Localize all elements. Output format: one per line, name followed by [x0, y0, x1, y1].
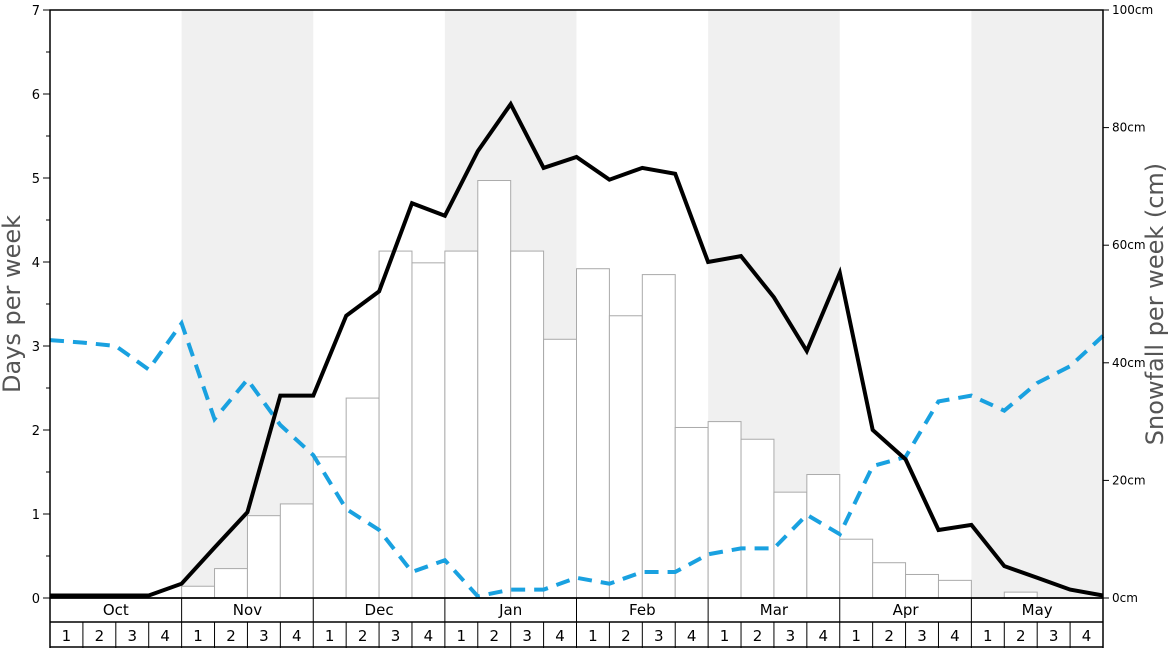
snowfall-bar: [345, 397, 380, 599]
month-label: Oct: [103, 601, 129, 619]
week-label: 3: [786, 627, 796, 645]
snowfall-bar: [1003, 591, 1038, 599]
snowfall-bar: [707, 421, 742, 599]
chart-lines: [49, 100, 1105, 599]
left-tick-label: 6: [32, 88, 40, 103]
week-label: 2: [621, 627, 631, 645]
week-label: 4: [555, 627, 565, 645]
week-label: 1: [588, 627, 598, 645]
snowfall-bar: [872, 562, 907, 599]
week-label: 3: [391, 627, 401, 645]
week-label: 4: [424, 627, 434, 645]
month-label: Apr: [893, 601, 920, 619]
snowfall-bars: [181, 180, 1038, 599]
snowfall-bar: [937, 579, 972, 599]
right-tick-label: 60cm: [1112, 238, 1146, 252]
snowfall-bar: [608, 315, 643, 599]
snow-days-line: [50, 100, 1104, 598]
month-label: Dec: [365, 601, 394, 619]
week-label: 2: [358, 627, 368, 645]
month-label: Mar: [760, 601, 789, 619]
week-label: 4: [687, 627, 697, 645]
snowfall-bar: [641, 274, 676, 599]
month-band-may: [971, 10, 1103, 598]
snowfall-bar: [214, 568, 248, 599]
month-label: Feb: [629, 601, 656, 619]
week-label: 4: [950, 627, 960, 645]
left-tick-label: 0: [32, 592, 40, 607]
snowfall-bar: [905, 573, 939, 599]
x-axis-labels: Oct 1 2 3 4 Nov 1 2 3 4 Dec 1 2 3 4 Jan 1 2 3 4 Feb 1 2 3 4 Mar 1 2…: [49, 597, 1104, 648]
week-label: 1: [325, 627, 335, 645]
snowfall-bar: [246, 515, 281, 599]
week-label: 2: [884, 627, 894, 645]
dashed-series-line: [49, 318, 1105, 599]
week-label: 3: [1049, 627, 1059, 645]
month-label: Jan: [498, 601, 522, 619]
left-tick-label: 7: [32, 4, 40, 19]
right-axis-title: Snowfall per week (cm): [1141, 163, 1168, 445]
right-tick-label: 80cm: [1112, 121, 1146, 135]
snowfall-bar: [477, 180, 512, 599]
week-label: 4: [160, 627, 170, 645]
snowfall-bar: [312, 456, 347, 599]
week-label: 3: [259, 627, 269, 645]
snowfall-bar: [444, 250, 479, 599]
snowfall-bar: [378, 250, 413, 599]
right-tick-label: 100cm: [1112, 3, 1153, 17]
snowfall-bar: [839, 538, 874, 599]
snowfall-bar: [543, 338, 577, 599]
week-label: 3: [654, 627, 664, 645]
left-tick-label: 5: [32, 172, 40, 187]
week-label: 4: [292, 627, 302, 645]
snowfall-bar: [674, 426, 709, 599]
week-label: 4: [1082, 627, 1092, 645]
week-label: 2: [226, 627, 236, 645]
left-tick-label: 4: [32, 256, 40, 271]
snowfall-bar: [806, 474, 841, 599]
right-tick-label: 0cm: [1112, 591, 1138, 605]
snowfall-bar: [510, 250, 545, 599]
week-label: 1: [62, 627, 72, 645]
week-label: 1: [851, 627, 861, 645]
left-tick-label: 3: [32, 340, 40, 355]
snowfall-bar: [181, 585, 216, 599]
week-label: 3: [127, 627, 137, 645]
snowfall-bar: [740, 438, 775, 599]
right-tick-label: 20cm: [1112, 473, 1146, 487]
left-tick-label: 2: [32, 424, 40, 439]
week-label: 1: [457, 627, 467, 645]
right-axis-ticks: 0cm 20cm 40cm 60cm 80cm 100cm: [1103, 3, 1153, 605]
snowfall-bar: [411, 262, 446, 599]
week-label: 3: [522, 627, 532, 645]
week-label: 2: [95, 627, 105, 645]
week-label: 2: [489, 627, 499, 645]
snowfall-bar: [576, 268, 610, 599]
week-label: 2: [753, 627, 763, 645]
week-label: 1: [720, 627, 730, 645]
week-label: 4: [819, 627, 829, 645]
right-tick-label: 40cm: [1112, 356, 1146, 370]
month-label: Nov: [233, 601, 262, 619]
week-label: 1: [983, 627, 993, 645]
week-label: 3: [917, 627, 927, 645]
snowfall-bar: [279, 503, 314, 599]
week-label: 2: [1016, 627, 1026, 645]
left-axis-title: Days per week: [0, 215, 26, 393]
left-tick-label: 1: [32, 508, 40, 523]
left-axis-ticks: 0 1 2 3 4 5 6 7: [32, 4, 50, 607]
month-band-nov: [181, 10, 314, 598]
month-label: May: [1022, 601, 1053, 619]
week-label: 1: [193, 627, 203, 645]
